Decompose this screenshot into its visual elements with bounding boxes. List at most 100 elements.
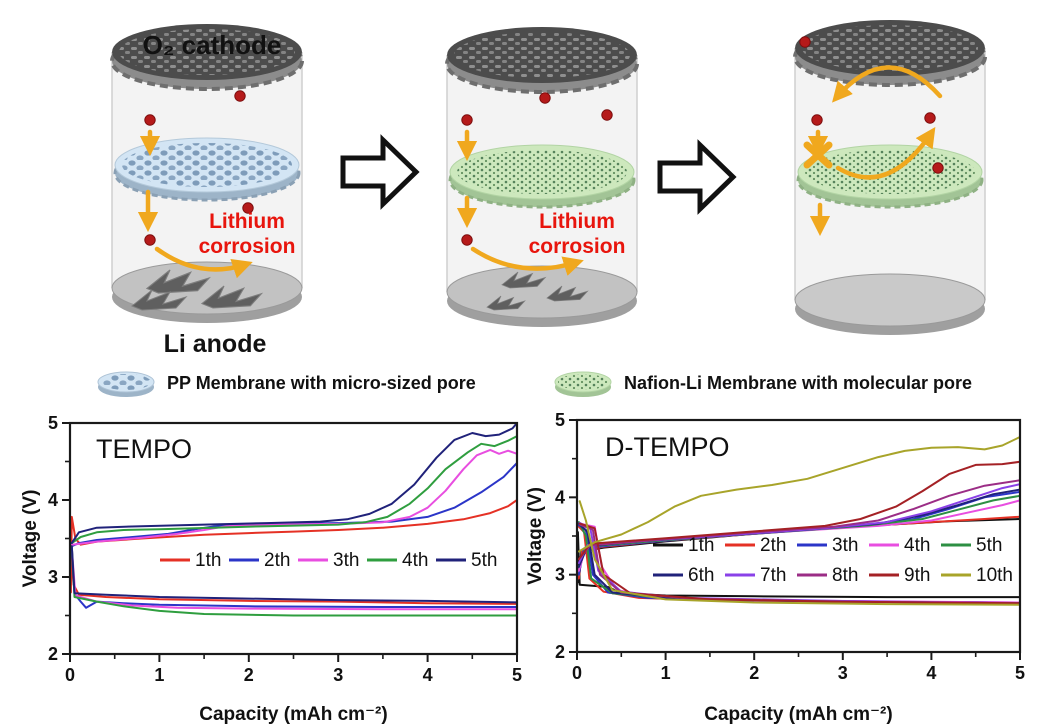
- nafion-membrane-legend-item: Nafion-Li Membrane with molecular pore: [552, 363, 972, 403]
- lithium-corrosion-shard: [200, 285, 264, 309]
- shuttle-arrow: [470, 246, 584, 276]
- x-tick-label: 4: [423, 665, 433, 685]
- x-tick-label: 1: [154, 665, 164, 685]
- mediator-dot: [461, 234, 473, 246]
- x-tick-label: 1: [661, 663, 671, 683]
- cell-3: [793, 20, 987, 335]
- x-tick-label: 4: [926, 663, 936, 683]
- blocked-x-icon: [803, 141, 833, 169]
- mediator-dot: [932, 162, 944, 174]
- legend-label-2th: 2th: [760, 535, 786, 556]
- series-3th-discharge: [70, 546, 518, 611]
- series-10th-discharge: [578, 500, 1021, 606]
- x-tick-label: 5: [512, 665, 522, 685]
- mediator-dot: [144, 234, 156, 246]
- pp-membrane-disc-icon: [97, 371, 155, 397]
- series-6th-discharge: [577, 522, 1021, 605]
- legend-label-4th: 4th: [904, 535, 930, 556]
- mediator-dot: [242, 202, 254, 214]
- legend-label-8th: 8th: [832, 565, 858, 586]
- series-4th-discharge: [578, 522, 1021, 604]
- series-2th-discharge: [577, 525, 1021, 604]
- x-axis-label: Capacity (mAh cm⁻²): [199, 704, 387, 725]
- anode-disc: [794, 273, 986, 327]
- legend-label-3th: 3th: [333, 550, 359, 571]
- series-5th-discharge: [577, 521, 1021, 605]
- corrosion-label-line1: Lithium: [539, 210, 615, 233]
- y-tick-label: 3: [555, 565, 565, 585]
- series-8th-discharge: [578, 523, 1021, 605]
- series-9th-discharge: [578, 522, 1021, 605]
- legend-label-1th: 1th: [688, 535, 714, 556]
- legend-label-6th: 6th: [688, 565, 714, 586]
- series-2th-charge: [577, 515, 1021, 580]
- series-9th-charge: [577, 460, 1021, 561]
- corrosion-label-line2: corrosion: [529, 235, 626, 258]
- mediator-dot: [234, 90, 246, 102]
- cathode-label: O₂ cathode: [143, 30, 282, 60]
- series-10th-charge: [577, 436, 1021, 553]
- lithium-corrosion-shard: [486, 295, 526, 311]
- legend-label-9th: 9th: [904, 565, 930, 586]
- membrane-pores: [457, 150, 627, 194]
- chart-title: D-TEMPO: [605, 432, 730, 462]
- cathode-pores: [454, 32, 630, 78]
- series-curves: [69, 422, 518, 617]
- axis-ticks: 0 1 2 3 4 5 2 3 4 5: [555, 410, 1025, 683]
- series-7th-discharge: [578, 521, 1021, 605]
- lithium-corrosion-shard: [546, 285, 589, 302]
- nafion-membrane-disc-icon: [554, 371, 612, 397]
- series-2th-charge: [70, 462, 518, 548]
- x-tick-label: 2: [244, 665, 254, 685]
- mediator-dot: [539, 92, 551, 104]
- axis-ticks: 0 1 2 3 4 5 2 3 4 5: [48, 413, 522, 685]
- d-tempo-voltage-capacity-chart: 0 1 2 3 4 5 2 3 4 5 D-TEMPO Capacity (mAh cm⁻²) Volt…: [525, 410, 1046, 726]
- legend-label-10th: 10th: [976, 565, 1013, 586]
- legend-label-5th: 5th: [976, 535, 1002, 556]
- y-tick-label: 5: [555, 410, 565, 430]
- shuttle-arrow: [154, 246, 253, 279]
- shuttle-arrow: [832, 65, 943, 103]
- shuttle-arrow: [835, 126, 936, 180]
- mediator-dot: [461, 114, 473, 126]
- series-1th-charge: [69, 499, 518, 594]
- chart-legend: 1th 2th 3th 4th 5th: [160, 550, 497, 571]
- chart-title: TEMPO: [96, 434, 192, 464]
- legend-label-7th: 7th: [760, 565, 786, 586]
- y-axis-label: Voltage (V): [525, 487, 546, 585]
- series-4th-discharge: [70, 545, 518, 617]
- series-8th-charge: [577, 479, 1021, 561]
- x-tick-label: 3: [838, 663, 848, 683]
- y-tick-label: 4: [555, 487, 565, 507]
- y-tick-label: 2: [555, 642, 565, 662]
- y-tick-label: 2: [48, 644, 58, 664]
- y-tick-label: 5: [48, 413, 58, 433]
- x-tick-label: 2: [749, 663, 759, 683]
- process-step-arrow-icon: [657, 139, 737, 215]
- x-tick-label: 3: [333, 665, 343, 685]
- mediator-dot: [799, 36, 811, 48]
- y-tick-label: 3: [48, 567, 58, 587]
- nafion-membrane-legend-label: Nafion-Li Membrane with molecular pore: [624, 372, 973, 393]
- x-axis-label: Capacity (mAh cm⁻²): [704, 704, 892, 725]
- pp-membrane-legend-label: PP Membrane with micro-sized pore: [167, 372, 476, 393]
- legend-label-3th: 3th: [832, 535, 858, 556]
- x-tick-label: 0: [65, 665, 75, 685]
- cathode-pores: [802, 25, 978, 71]
- mediator-dot: [811, 114, 823, 126]
- mediator-dot: [924, 112, 936, 124]
- series-3th-charge: [70, 448, 518, 546]
- membrane-pores: [122, 143, 292, 187]
- series-4th-charge: [70, 435, 518, 545]
- y-axis-label: Voltage (V): [20, 490, 41, 588]
- x-tick-label: 5: [1015, 663, 1025, 683]
- mediator-dot: [601, 109, 613, 121]
- tempo-voltage-capacity-chart: 0 1 2 3 4 5 2 3 4 5 TEMPO Capacity (mAh cm⁻²) Voltag…: [20, 410, 525, 726]
- lithium-corrosion-shard: [145, 269, 211, 294]
- series-5th-discharge: [70, 545, 518, 604]
- pp-membrane-legend-item: PP Membrane with micro-sized pore: [95, 363, 476, 403]
- lithium-corrosion-shard: [501, 271, 547, 289]
